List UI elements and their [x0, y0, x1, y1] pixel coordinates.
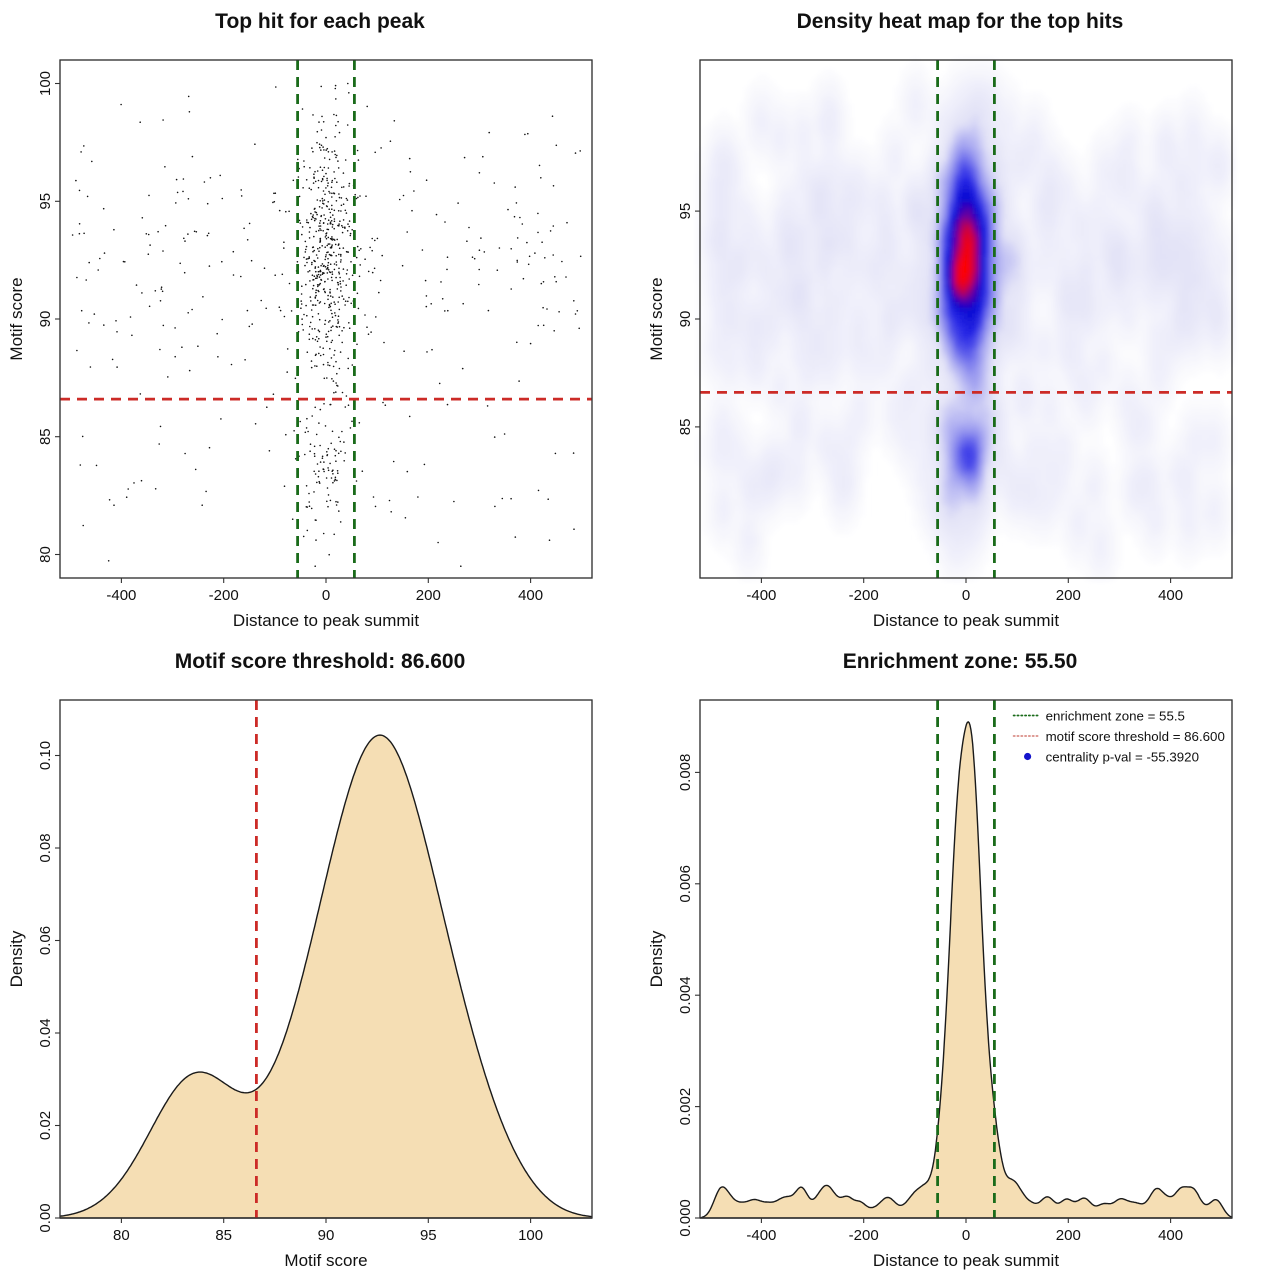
svg-text:0: 0 [962, 587, 970, 604]
svg-text:Distance to peak summit: Distance to peak summit [233, 611, 419, 630]
svg-text:200: 200 [416, 587, 441, 604]
svg-text:400: 400 [518, 587, 543, 604]
svg-text:95: 95 [420, 1227, 437, 1244]
svg-text:centrality p-val = -55.3920: centrality p-val = -55.3920 [1046, 750, 1199, 765]
svg-text:0.006: 0.006 [677, 865, 694, 903]
svg-text:0.00: 0.00 [37, 1203, 54, 1232]
svg-text:Motif score: Motif score [284, 1251, 367, 1270]
svg-text:Density: Density [7, 930, 26, 987]
svg-text:Top hit for each peak: Top hit for each peak [215, 10, 425, 33]
svg-text:95: 95 [37, 193, 54, 210]
svg-text:-200: -200 [209, 587, 239, 604]
svg-text:200: 200 [1056, 587, 1081, 604]
svg-text:Density heat map for the top h: Density heat map for the top hits [797, 10, 1124, 33]
svg-text:0: 0 [962, 1227, 970, 1244]
svg-text:0.06: 0.06 [37, 926, 54, 955]
svg-text:90: 90 [37, 311, 54, 328]
svg-text:95: 95 [677, 203, 694, 220]
svg-text:200: 200 [1056, 1227, 1081, 1244]
svg-text:Motif score threshold: 86.600: Motif score threshold: 86.600 [175, 650, 466, 673]
svg-text:0.10: 0.10 [37, 741, 54, 770]
svg-text:-400: -400 [746, 587, 776, 604]
svg-text:Enrichment zone: 55.50: Enrichment zone: 55.50 [843, 650, 1078, 673]
svg-text:85: 85 [215, 1227, 232, 1244]
svg-text:Density: Density [647, 930, 666, 987]
svg-text:0: 0 [322, 587, 330, 604]
svg-text:Distance to peak summit: Distance to peak summit [873, 611, 1059, 630]
svg-text:90: 90 [318, 1227, 335, 1244]
svg-text:-400: -400 [746, 1227, 776, 1244]
svg-text:80: 80 [113, 1227, 130, 1244]
svg-text:80: 80 [37, 546, 54, 563]
svg-text:0.04: 0.04 [37, 1018, 54, 1047]
svg-text:0.02: 0.02 [37, 1111, 54, 1140]
svg-text:85: 85 [677, 419, 694, 436]
svg-text:0.08: 0.08 [37, 833, 54, 862]
svg-text:0.002: 0.002 [677, 1088, 694, 1126]
svg-text:400: 400 [1158, 587, 1183, 604]
svg-text:400: 400 [1158, 1227, 1183, 1244]
svg-text:Distance to peak summit: Distance to peak summit [873, 1251, 1059, 1270]
svg-text:90: 90 [677, 311, 694, 328]
svg-text:100: 100 [518, 1227, 543, 1244]
svg-text:0.008: 0.008 [677, 754, 694, 792]
svg-text:Motif score: Motif score [7, 277, 26, 360]
svg-text:enrichment zone = 55.5: enrichment zone = 55.5 [1046, 709, 1185, 724]
svg-text:motif score threshold = 86.600: motif score threshold = 86.600 [1046, 729, 1225, 744]
svg-text:Motif score: Motif score [647, 277, 666, 360]
svg-text:-400: -400 [106, 587, 136, 604]
svg-text:0.000: 0.000 [677, 1199, 694, 1237]
svg-text:85: 85 [37, 428, 54, 445]
svg-text:0.004: 0.004 [677, 976, 694, 1014]
svg-text:-200: -200 [849, 1227, 879, 1244]
svg-text:100: 100 [37, 71, 54, 96]
svg-text:-200: -200 [849, 587, 879, 604]
